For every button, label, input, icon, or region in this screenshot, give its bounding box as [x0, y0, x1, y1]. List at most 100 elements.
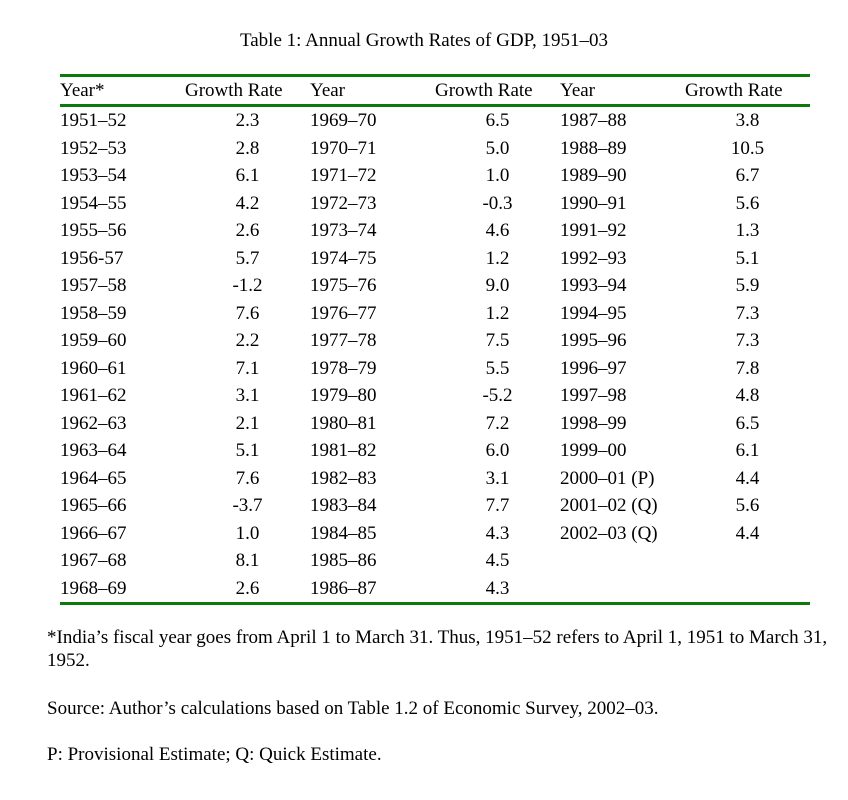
cell-growth-rate-3: 5.9	[735, 275, 760, 297]
cell-growth-rate-1: 7.6	[235, 467, 260, 489]
cell-year-1: 1955–56	[60, 220, 127, 242]
cell-year-1: 1961–62	[60, 385, 127, 407]
cell-year-2: 1977–78	[310, 330, 377, 352]
cell-year-3: 1997–98	[560, 385, 627, 407]
table-row: 1967–68 8.1 1985–86 4.5	[60, 547, 810, 575]
cell-growth-rate-3: 7.3	[735, 302, 760, 324]
cell-year-3: 1992–93	[560, 247, 627, 269]
cell-growth-rate-1: -3.7	[232, 495, 263, 517]
header-year-3: Year	[560, 80, 596, 101]
gdp-growth-table: Year* Growth Rate Year Growth Rate Year …	[60, 74, 810, 605]
cell-year-3	[560, 547, 685, 575]
cell-year-2: 1982–83	[310, 467, 377, 489]
estimate-legend-note: P: Provisional Estimate; Q: Quick Estima…	[47, 744, 382, 765]
cell-growth-rate-3: 7.8	[735, 357, 760, 379]
table-row: 1964–65 7.6 1982–83 3.1 2000–01 (P) 4.4	[60, 465, 810, 493]
cell-growth-rate-2: 1.0	[485, 165, 510, 187]
cell-growth-rate-1: 2.6	[235, 577, 260, 599]
cell-growth-rate-3: 5.1	[735, 247, 760, 269]
table-row: 1960–61 7.1 1978–79 5.5 1996–97 7.8	[60, 355, 810, 383]
header-growth-rate-1: Growth Rate	[185, 80, 283, 101]
cell-growth-rate-1: 3.1	[235, 385, 260, 407]
cell-growth-rate-3: 6.7	[735, 165, 760, 187]
cell-year-3: 2000–01 (P)	[560, 467, 655, 489]
cell-year-1: 1951–52	[60, 110, 127, 132]
cell-growth-rate-3: 4.4	[735, 522, 760, 544]
cell-year-1: 1966–67	[60, 522, 127, 544]
cell-year-2: 1983–84	[310, 495, 377, 517]
cell-year-2: 1978–79	[310, 357, 377, 379]
cell-growth-rate-3: 6.1	[735, 440, 760, 462]
cell-year-2: 1972–73	[310, 192, 377, 214]
cell-year-2: 1980–81	[310, 412, 377, 434]
cell-growth-rate-1: 5.7	[235, 247, 260, 269]
cell-year-3: 1996–97	[560, 357, 627, 379]
header-growth-rate-3: Growth Rate	[685, 80, 783, 101]
header-year-2: Year	[310, 80, 346, 101]
cell-growth-rate-3: 5.6	[735, 192, 760, 214]
table-row: 1966–67 1.0 1984–85 4.3 2002–03 (Q) 4.4	[60, 520, 810, 548]
cell-year-2: 1971–72	[310, 165, 377, 187]
cell-growth-rate-2: 1.2	[485, 302, 510, 324]
cell-growth-rate-2: 9.0	[485, 275, 510, 297]
table-row: 1955–56 2.6 1973–74 4.6 1991–92 1.3	[60, 217, 810, 245]
cell-growth-rate-1: 2.2	[235, 330, 260, 352]
cell-year-2: 1981–82	[310, 440, 377, 462]
cell-growth-rate-2: 6.5	[485, 110, 510, 132]
cell-growth-rate-1: 2.3	[235, 110, 260, 132]
cell-growth-rate-2: 6.0	[485, 440, 510, 462]
cell-year-1: 1965–66	[60, 495, 127, 517]
table-body: 1951–52 2.3 1969–70 6.5 1987–88 3.8 1952–53 2.8…	[60, 106, 810, 604]
table-row: 1957–58 -1.2 1975–76 9.0 1993–94 5.9	[60, 272, 810, 300]
cell-year-3: 1987–88	[560, 110, 627, 132]
cell-growth-rate-2: -0.3	[482, 192, 513, 214]
cell-growth-rate-3: 10.5	[730, 137, 765, 159]
cell-year-1: 1959–60	[60, 330, 127, 352]
cell-growth-rate-3	[685, 575, 810, 604]
cell-growth-rate-3: 5.6	[735, 495, 760, 517]
cell-growth-rate-2: -5.2	[482, 385, 513, 407]
fiscal-year-footnote: *India’s fiscal year goes from April 1 t…	[47, 627, 828, 671]
table-row: 1965–66 -3.7 1983–84 7.7 2001–02 (Q) 5.6	[60, 492, 810, 520]
table-row: 1961–62 3.1 1979–80 -5.2 1997–98 4.8	[60, 382, 810, 410]
cell-year-2: 1985–86	[310, 550, 377, 572]
cell-year-1: 1964–65	[60, 467, 127, 489]
header-year-1: Year*	[60, 80, 105, 101]
table-row: 1953–54 6.1 1971–72 1.0 1989–90 6.7	[60, 162, 810, 190]
cell-year-3: 1995–96	[560, 330, 627, 352]
cell-growth-rate-2: 4.3	[485, 522, 510, 544]
table-row: 1956-57 5.7 1974–75 1.2 1992–93 5.1	[60, 245, 810, 273]
cell-growth-rate-3: 4.4	[735, 467, 760, 489]
cell-year-1: 1967–68	[60, 550, 127, 572]
cell-year-3: 1989–90	[560, 165, 627, 187]
cell-year-1: 1954–55	[60, 192, 127, 214]
cell-growth-rate-1: 2.8	[235, 137, 260, 159]
cell-growth-rate-1: 7.6	[235, 302, 260, 324]
cell-growth-rate-3: 4.8	[735, 385, 760, 407]
cell-growth-rate-3: 6.5	[735, 412, 760, 434]
cell-growth-rate-2: 7.5	[485, 330, 510, 352]
cell-year-3: 1994–95	[560, 302, 627, 324]
cell-year-3: 1998–99	[560, 412, 627, 434]
cell-year-3: 1993–94	[560, 275, 627, 297]
cell-growth-rate-1: 4.2	[235, 192, 260, 214]
cell-growth-rate-1: -1.2	[232, 275, 263, 297]
table-row: 1951–52 2.3 1969–70 6.5 1987–88 3.8	[60, 106, 810, 135]
cell-year-3: 1990–91	[560, 192, 627, 214]
cell-year-3: 1999–00	[560, 440, 627, 462]
cell-year-2: 1975–76	[310, 275, 377, 297]
cell-year-2: 1976–77	[310, 302, 377, 324]
table-row: 1963–64 5.1 1981–82 6.0 1999–00 6.1	[60, 437, 810, 465]
cell-year-2: 1974–75	[310, 247, 377, 269]
cell-growth-rate-2: 4.3	[485, 577, 510, 599]
table-row: 1962–63 2.1 1980–81 7.2 1998–99 6.5	[60, 410, 810, 438]
cell-growth-rate-2: 3.1	[485, 467, 510, 489]
cell-growth-rate-2: 7.7	[485, 495, 510, 517]
cell-growth-rate-1: 2.6	[235, 220, 260, 242]
cell-growth-rate-1: 6.1	[235, 165, 260, 187]
cell-growth-rate-1: 8.1	[235, 550, 260, 572]
cell-year-1: 1960–61	[60, 357, 127, 379]
cell-year-1: 1968–69	[60, 577, 127, 599]
cell-year-3: 1991–92	[560, 220, 627, 242]
cell-year-1: 1963–64	[60, 440, 127, 462]
